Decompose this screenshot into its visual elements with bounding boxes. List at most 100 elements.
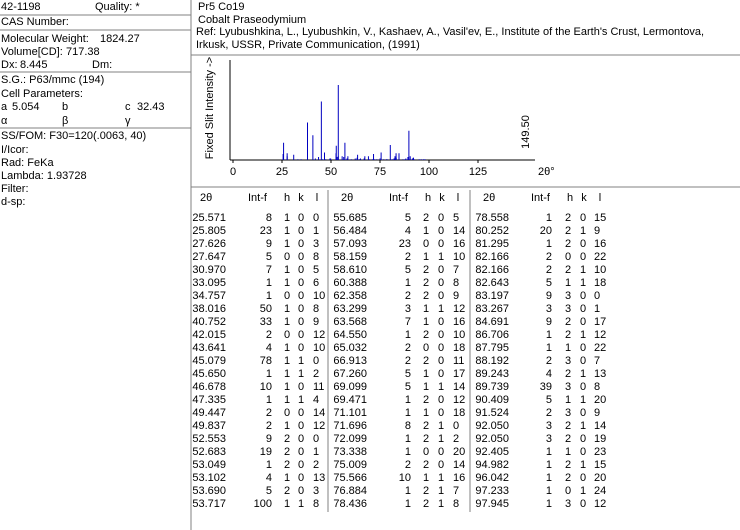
two-theta: 25.571 bbox=[192, 212, 226, 224]
compound-name: Cobalt Praseodymium bbox=[198, 14, 306, 26]
label: Dm: bbox=[92, 59, 112, 71]
column-header: k bbox=[298, 192, 304, 204]
h: 0 bbox=[284, 251, 290, 263]
l: 18 bbox=[453, 407, 465, 419]
two-theta: 92.405 bbox=[475, 446, 509, 458]
column-header: l bbox=[316, 192, 318, 204]
k: 1 bbox=[580, 329, 586, 341]
k: 0 bbox=[438, 459, 444, 471]
k: 0 bbox=[298, 277, 304, 289]
label: Molecular Weight: bbox=[1, 33, 89, 45]
h: 1 bbox=[423, 316, 429, 328]
two-theta: 69.471 bbox=[333, 394, 367, 406]
k: 0 bbox=[438, 407, 444, 419]
two-theta: 62.358 bbox=[333, 290, 367, 302]
d-sp: d-sp: bbox=[1, 196, 25, 208]
l: 11 bbox=[453, 355, 464, 367]
k: 1 bbox=[580, 459, 586, 471]
k: 1 bbox=[438, 485, 444, 497]
h: 1 bbox=[284, 342, 290, 354]
intensity: 1 bbox=[546, 498, 552, 510]
column-header: h bbox=[284, 192, 290, 204]
l: 24 bbox=[594, 485, 606, 497]
two-theta: 73.338 bbox=[333, 446, 367, 458]
column-header: l bbox=[599, 192, 601, 204]
k: 0 bbox=[298, 342, 304, 354]
value: 32.43 bbox=[137, 101, 165, 113]
h: 1 bbox=[284, 212, 290, 224]
l: 10 bbox=[594, 264, 606, 276]
k: 0 bbox=[298, 446, 304, 458]
k: 0 bbox=[298, 316, 304, 328]
h: 2 bbox=[284, 433, 290, 445]
h: 1 bbox=[565, 277, 571, 289]
intensity: 4 bbox=[546, 368, 552, 380]
two-theta: 33.095 bbox=[192, 277, 226, 289]
k: 1 bbox=[580, 264, 586, 276]
h: 1 bbox=[284, 264, 290, 276]
l: 0 bbox=[313, 433, 319, 445]
k: 0 bbox=[438, 316, 444, 328]
k: 0 bbox=[580, 472, 586, 484]
intensity: 4 bbox=[405, 225, 411, 237]
reference-box: Ref: Lyubushkina, L., Lyubushkin, V., Ka… bbox=[196, 26, 704, 51]
k: 0 bbox=[580, 342, 586, 354]
pdf-number: 42-1198 bbox=[1, 1, 41, 13]
two-theta: 91.524 bbox=[475, 407, 509, 419]
two-theta: 80.252 bbox=[475, 225, 509, 237]
x-tick-label: 75 bbox=[374, 166, 386, 178]
intensity: 1 bbox=[405, 394, 411, 406]
l: 7 bbox=[453, 485, 459, 497]
intensity: 2 bbox=[405, 459, 411, 471]
intensity: 5 bbox=[405, 212, 411, 224]
left-panel: 42-1198 Quality: * CAS Number: Molecular… bbox=[1, 1, 165, 208]
intensity: 1 bbox=[546, 485, 552, 497]
l: 12 bbox=[313, 420, 325, 432]
h: 3 bbox=[565, 498, 571, 510]
two-theta: 49.837 bbox=[192, 420, 226, 432]
two-theta: 89.243 bbox=[475, 368, 509, 380]
k: 0 bbox=[298, 459, 304, 471]
intensity: 1 bbox=[546, 459, 552, 471]
two-theta: 96.042 bbox=[475, 472, 509, 484]
k: 0 bbox=[438, 225, 444, 237]
two-theta: 71.696 bbox=[333, 420, 367, 432]
intensity: 3 bbox=[405, 303, 411, 315]
intensity: 1 bbox=[546, 212, 552, 224]
h: 2 bbox=[423, 498, 429, 510]
k: 0 bbox=[580, 303, 586, 315]
two-theta: 53.717 bbox=[192, 498, 226, 510]
l: 0 bbox=[594, 290, 600, 302]
two-theta: 34.757 bbox=[192, 290, 226, 302]
h: 1 bbox=[284, 225, 290, 237]
two-theta: 71.101 bbox=[333, 407, 367, 419]
k: 1 bbox=[438, 303, 444, 315]
intensity: 7 bbox=[405, 316, 411, 328]
h: 1 bbox=[284, 238, 290, 250]
value: 1824.27 bbox=[100, 33, 140, 45]
two-theta: 46.678 bbox=[192, 381, 226, 393]
k: 1 bbox=[298, 368, 304, 380]
column-header: Int-f bbox=[248, 192, 268, 204]
h: 1 bbox=[284, 394, 290, 406]
l: 19 bbox=[594, 433, 606, 445]
label: γ bbox=[125, 115, 131, 127]
k: 0 bbox=[580, 381, 586, 393]
intensity: 10 bbox=[260, 381, 272, 393]
h: 2 bbox=[565, 238, 571, 250]
two-theta: 94.982 bbox=[475, 459, 509, 471]
h: 0 bbox=[565, 251, 571, 263]
h: 2 bbox=[565, 368, 571, 380]
label: b bbox=[62, 101, 68, 113]
two-theta: 84.691 bbox=[475, 316, 509, 328]
two-theta: 78.558 bbox=[475, 212, 509, 224]
l: 10 bbox=[313, 342, 325, 354]
two-theta: 25.805 bbox=[192, 225, 226, 237]
h: 2 bbox=[423, 329, 429, 341]
l: 2 bbox=[313, 459, 319, 471]
k: 1 bbox=[438, 498, 444, 510]
intensity: 23 bbox=[399, 238, 411, 250]
two-theta: 89.739 bbox=[475, 381, 509, 393]
k: 0 bbox=[580, 446, 586, 458]
